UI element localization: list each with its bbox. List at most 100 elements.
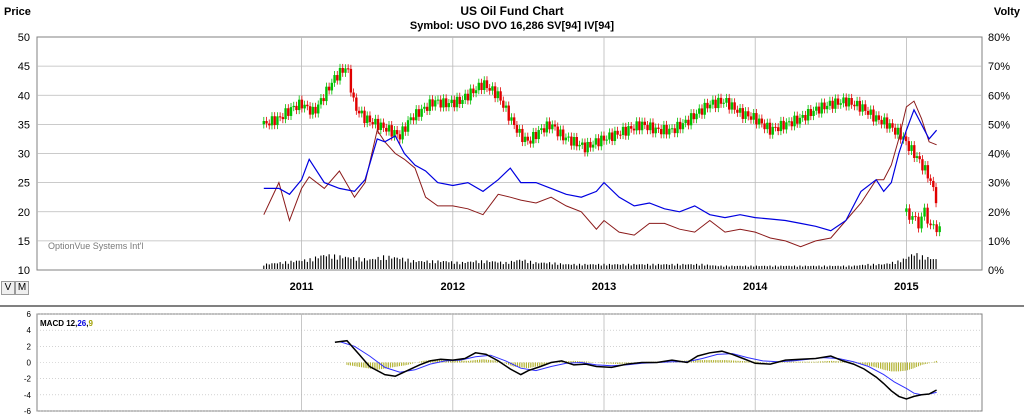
candle-body	[714, 99, 717, 109]
candle-body	[662, 124, 666, 135]
candle-body	[926, 207, 929, 224]
v-button[interactable]: V	[1, 281, 15, 295]
m-button[interactable]: M	[15, 281, 29, 295]
candle-body	[591, 144, 595, 148]
candle-body	[412, 117, 415, 121]
candle-body	[363, 110, 366, 124]
candle-body	[711, 99, 715, 105]
candle-body	[496, 91, 500, 99]
candle-body	[917, 216, 920, 229]
candle-body	[806, 109, 810, 121]
candle-body	[597, 138, 600, 147]
price-tick-label: 35	[18, 119, 30, 131]
candle-body	[477, 82, 481, 91]
candle-body	[379, 122, 383, 130]
candle-body	[284, 108, 287, 120]
candle-body	[812, 110, 815, 117]
candle-body	[842, 97, 845, 104]
candle-body	[466, 93, 470, 101]
candle-body	[308, 106, 312, 115]
macd-axis-ticks: -6 -4 -2 0 2 4 6	[24, 310, 32, 416]
candle-body	[926, 165, 930, 179]
candle-body	[510, 117, 513, 121]
candle-body	[406, 120, 410, 132]
candle-body	[760, 118, 764, 124]
candle-body	[785, 122, 788, 130]
candle-body	[934, 187, 938, 204]
macd-tick-label: 0	[27, 359, 32, 368]
candle-body	[472, 88, 475, 94]
candle-body	[518, 128, 521, 133]
candle-body	[725, 98, 728, 103]
candle-body	[747, 111, 750, 117]
candle-body	[643, 121, 647, 126]
candle-body	[297, 99, 301, 111]
candle-body	[774, 126, 777, 128]
candle-body	[708, 104, 712, 109]
candle-body	[270, 116, 274, 126]
price-tick-label: 20	[18, 207, 30, 219]
candle-body	[798, 117, 802, 124]
macd-line	[334, 339, 937, 400]
candle-body	[817, 106, 821, 114]
candle-body	[823, 102, 826, 110]
candle-body	[894, 127, 897, 135]
macd-tick-label: -2	[24, 375, 32, 384]
candle-body	[782, 120, 785, 130]
candle-body	[910, 145, 913, 151]
volty-axis-title: Volty	[994, 6, 1021, 18]
candle-body	[371, 122, 374, 125]
candle-body	[932, 180, 935, 188]
candle-body	[640, 121, 644, 131]
candle-body	[866, 110, 870, 115]
candle-body	[722, 102, 725, 104]
candle-body	[385, 127, 388, 132]
candle-body	[834, 98, 837, 109]
candle-body	[776, 127, 780, 132]
candle-body	[529, 140, 532, 144]
candle-body	[692, 113, 696, 120]
candle-body	[717, 97, 720, 109]
candle-body	[390, 125, 393, 137]
macd-label-26: 26	[77, 319, 86, 328]
candle-body	[532, 131, 535, 144]
candle-body	[341, 68, 344, 73]
candle-body	[914, 216, 917, 218]
candle-body	[398, 134, 402, 140]
candle-body	[521, 128, 524, 143]
candle-body	[619, 134, 622, 136]
year-tick-label: 2011	[290, 281, 314, 293]
macd-tick-label: 4	[27, 326, 32, 335]
candle-body	[453, 99, 456, 108]
candle-body	[401, 126, 404, 140]
implied-volatility-line	[263, 108, 938, 232]
price-candles	[262, 63, 941, 237]
candle-body	[621, 126, 625, 136]
candle-body	[801, 114, 804, 118]
candle-body	[409, 117, 412, 121]
candle-body	[695, 113, 698, 120]
macd-gridlines	[37, 313, 982, 412]
candle-body	[855, 100, 859, 107]
candle-body	[935, 224, 938, 233]
candle-body	[417, 109, 421, 117]
candle-body	[556, 126, 559, 137]
candle-body	[681, 123, 685, 130]
candle-body	[578, 144, 581, 147]
candle-body	[463, 93, 467, 100]
chart-title: US Oil Fund Chart	[460, 4, 563, 18]
candle-body	[281, 117, 285, 120]
volume-bars	[263, 253, 937, 269]
candle-body	[831, 100, 834, 109]
volty-tick-label: 30%	[988, 178, 1010, 190]
candle-body	[845, 97, 848, 107]
candle-body	[913, 145, 916, 158]
candle-body	[570, 136, 573, 146]
candle-body	[687, 119, 690, 126]
volty-tick-label: 70%	[988, 61, 1010, 73]
candle-body	[349, 68, 353, 93]
candle-body	[551, 124, 554, 130]
price-gridlines	[37, 37, 982, 270]
candle-body	[883, 117, 886, 125]
candle-body	[548, 121, 551, 130]
